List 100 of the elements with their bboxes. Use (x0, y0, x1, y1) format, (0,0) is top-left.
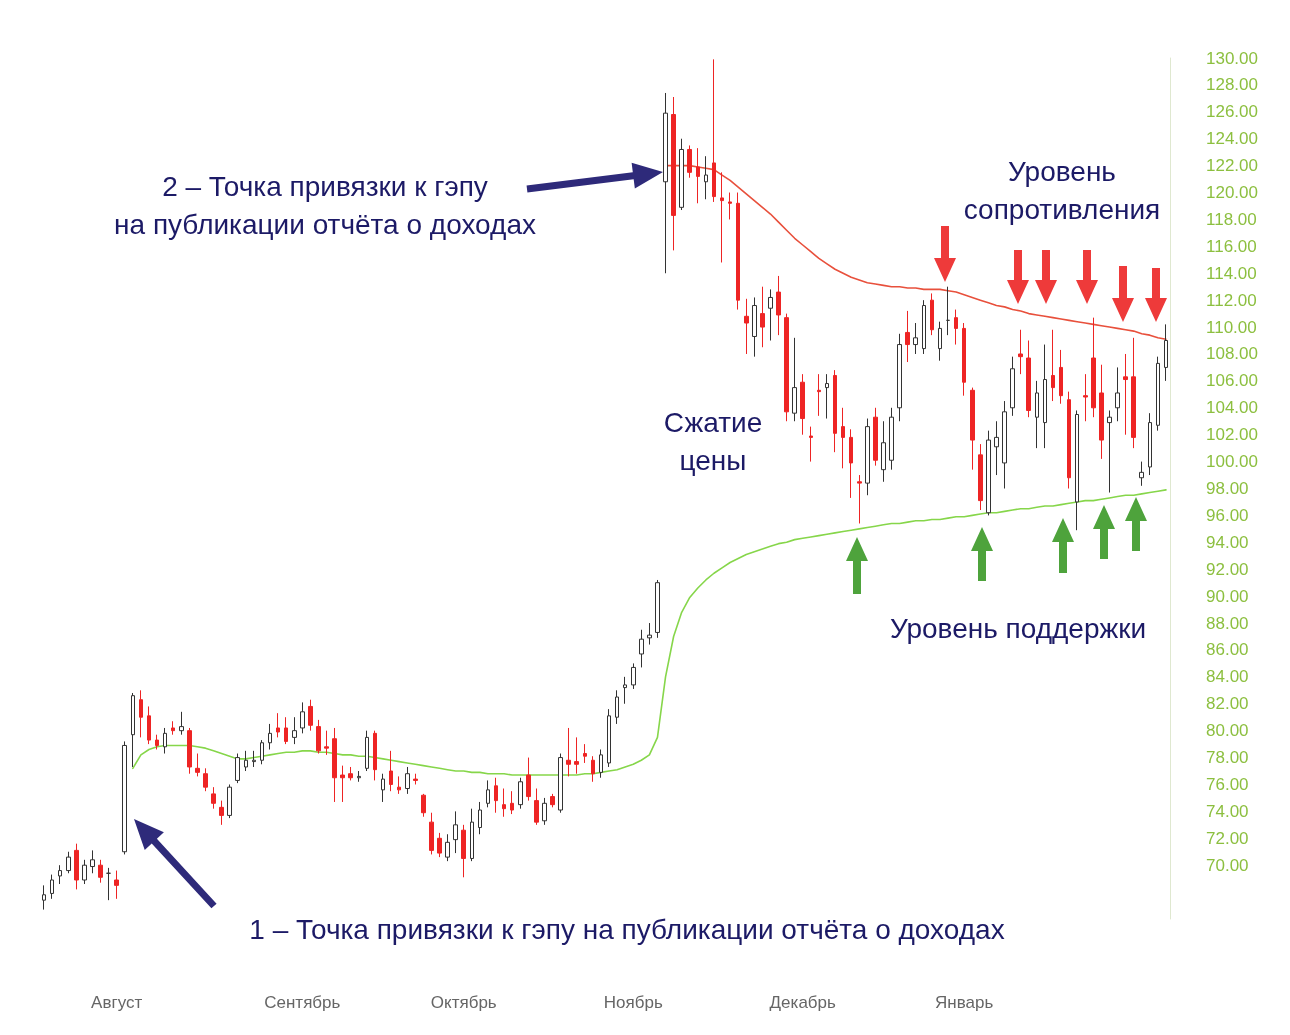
candlestick (784, 313, 789, 422)
candlestick (453, 810, 458, 854)
candlestick (1107, 409, 1112, 494)
candlestick (155, 734, 159, 750)
y-tick-label: 82.00 (1206, 694, 1249, 714)
x-tick-label: Сентябрь (264, 993, 341, 1012)
candlestick (389, 750, 393, 792)
candlestick (1035, 380, 1039, 449)
candlestick (82, 859, 87, 885)
candlestick (1010, 356, 1015, 417)
candlestick (905, 310, 910, 363)
candlestick (502, 788, 506, 818)
candlestick (276, 712, 280, 738)
candlestick (599, 748, 603, 779)
candlestick (429, 812, 434, 855)
y-tick-label: 122.00 (1206, 156, 1258, 176)
candlestick (1026, 340, 1031, 418)
candlestick (292, 716, 297, 745)
y-tick-label: 86.00 (1206, 640, 1249, 660)
candlestick (437, 832, 442, 858)
candlestick (873, 407, 878, 467)
candlestick (825, 373, 829, 420)
candlestick (203, 767, 208, 792)
candlestick (445, 833, 450, 862)
candlestick (1139, 461, 1144, 487)
candlestick (227, 783, 232, 819)
y-tick-label: 114.00 (1206, 263, 1257, 283)
x-tick-label: Август (91, 993, 143, 1012)
candlestick (195, 753, 200, 777)
candlestick (744, 298, 749, 355)
candlestick (1131, 337, 1136, 449)
candlestick (583, 743, 587, 764)
candlestick (1059, 349, 1063, 405)
y-tick-label: 124.00 (1206, 129, 1258, 149)
candlestick (1083, 373, 1088, 422)
annotation: 2 – Точка привязки к гэпу на публикации отчёта о доходах (114, 170, 536, 240)
candlestick (300, 701, 305, 734)
candlestick (865, 418, 870, 496)
candlestick (712, 58, 716, 203)
candlestick (122, 740, 127, 855)
candlestick (946, 286, 950, 336)
candlestick (841, 407, 845, 469)
candlestick (421, 793, 426, 818)
candlestick (1115, 366, 1120, 422)
candlestick (768, 288, 773, 342)
candlestick (98, 859, 103, 884)
candlestick (381, 773, 385, 803)
candlestick (187, 727, 192, 775)
candlestick (736, 192, 740, 311)
y-tick-label: 90.00 (1206, 586, 1249, 606)
candlestick (671, 96, 676, 251)
annotation: Сжатие цены (663, 406, 763, 476)
y-tick-label: 78.00 (1206, 748, 1249, 768)
y-tick-label: 72.00 (1206, 828, 1249, 848)
y-tick-label: 92.00 (1206, 559, 1249, 579)
candlestick (970, 387, 975, 471)
y-tick-label: 100.00 (1206, 452, 1258, 472)
candlestick (332, 727, 337, 803)
candlestick (461, 824, 466, 878)
candlestick (260, 739, 264, 765)
candlestick (881, 420, 886, 483)
candlestick (591, 755, 595, 783)
candlestick (760, 286, 765, 348)
candlestick (90, 849, 95, 874)
candlestick (1018, 329, 1023, 375)
candlestick (324, 730, 329, 756)
y-tick-label: 130.00 (1206, 48, 1258, 68)
candlestick (478, 801, 482, 835)
candlestick (930, 292, 934, 336)
candlestick (550, 793, 555, 808)
candlestick (566, 727, 571, 777)
candlestick (106, 867, 111, 901)
candlestick (486, 779, 490, 808)
candlestick (510, 790, 514, 815)
candlestick (752, 296, 757, 358)
candlestick (1148, 412, 1152, 476)
y-tick-label: 74.00 (1206, 801, 1249, 821)
candlestick (962, 322, 966, 397)
candlestick (631, 662, 636, 690)
candlestick (817, 373, 821, 417)
y-tick-label: 108.00 (1206, 344, 1258, 364)
candlestick (728, 192, 732, 220)
candlestick (534, 788, 539, 826)
x-tick-label: Декабрь (769, 993, 837, 1012)
candlestick (615, 689, 619, 725)
candlestick (131, 692, 135, 768)
candlestick (687, 144, 692, 179)
candlestick (1091, 317, 1096, 418)
y-tick-label: 120.00 (1206, 183, 1258, 203)
candlestick (139, 689, 143, 738)
candlestick (211, 786, 216, 810)
y-tick-label: 96.00 (1206, 505, 1249, 525)
candlestick (607, 708, 611, 768)
candlestick (720, 171, 724, 263)
candlestick (397, 775, 401, 795)
candlestick (857, 474, 862, 524)
y-tick-label: 98.00 (1206, 479, 1249, 498)
candlestick (1043, 344, 1047, 449)
candlestick (42, 884, 46, 911)
candlestick (1099, 364, 1104, 460)
